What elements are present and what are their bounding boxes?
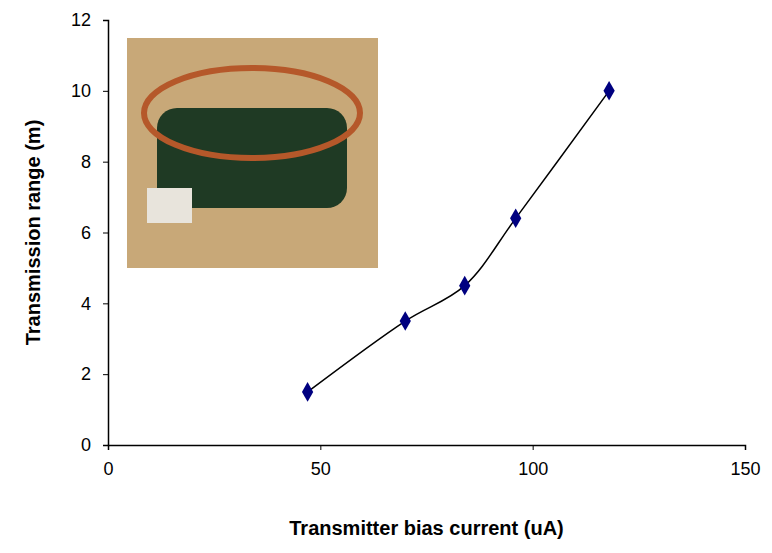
tick-mark [103, 445, 108, 446]
x-axis: 0 50 100 150 [103, 445, 760, 479]
marks [302, 81, 615, 402]
photo-coil [144, 68, 360, 158]
y-tick: 4 [81, 294, 108, 314]
y-tick: 8 [81, 152, 108, 172]
tick-label: 2 [81, 364, 91, 384]
x-tick: 150 [730, 445, 760, 479]
x-tick: 50 [311, 445, 331, 479]
data-point [400, 311, 411, 331]
tick-label: 150 [730, 459, 760, 479]
tick-label: 8 [81, 152, 91, 172]
axis-line [103, 21, 109, 446]
tick-mark [103, 303, 108, 304]
photo-connector [147, 188, 192, 223]
tick-mark [103, 374, 108, 375]
tick-label: 0 [103, 459, 113, 479]
tick-mark [103, 233, 108, 234]
axis-line [109, 446, 746, 451]
data-point [603, 81, 614, 101]
tick-label: 50 [311, 459, 331, 479]
tick-label: 4 [81, 294, 91, 314]
x-tick: 100 [518, 445, 548, 479]
y-tick: 12 [71, 10, 108, 30]
y-tick: 10 [71, 81, 108, 101]
x-tick: 0 [103, 445, 113, 479]
tick-mark [103, 20, 108, 21]
trend-line [308, 91, 610, 392]
y-tick: 2 [81, 364, 108, 384]
y-axis-title: Transmission range (m) [22, 120, 44, 346]
chart: 0 50 100 150 0 2 4 6 8 10 12 Transmitter bias curre… [0, 0, 772, 553]
y-axis: 0 2 4 6 8 10 12 [71, 10, 109, 455]
plot: 0 50 100 150 0 2 4 6 8 10 12 [71, 10, 761, 479]
tick-label: 100 [518, 459, 548, 479]
data-point [510, 209, 521, 229]
tick-label: 6 [81, 223, 91, 243]
y-tick: 6 [81, 223, 108, 243]
tick-mark [745, 445, 746, 450]
data-point [459, 276, 470, 296]
photo-background [127, 38, 378, 268]
tick-mark [103, 162, 108, 163]
tick-label: 0 [81, 435, 91, 455]
data-point [302, 382, 313, 402]
inset-photo [127, 38, 378, 268]
tick-mark [320, 445, 321, 450]
x-axis-title: Transmitter bias current (uA) [289, 517, 564, 539]
tick-mark [533, 445, 534, 450]
tick-mark [103, 91, 108, 92]
tick-label: 12 [71, 10, 91, 30]
tick-label: 10 [71, 81, 91, 101]
y-tick: 0 [81, 435, 108, 455]
